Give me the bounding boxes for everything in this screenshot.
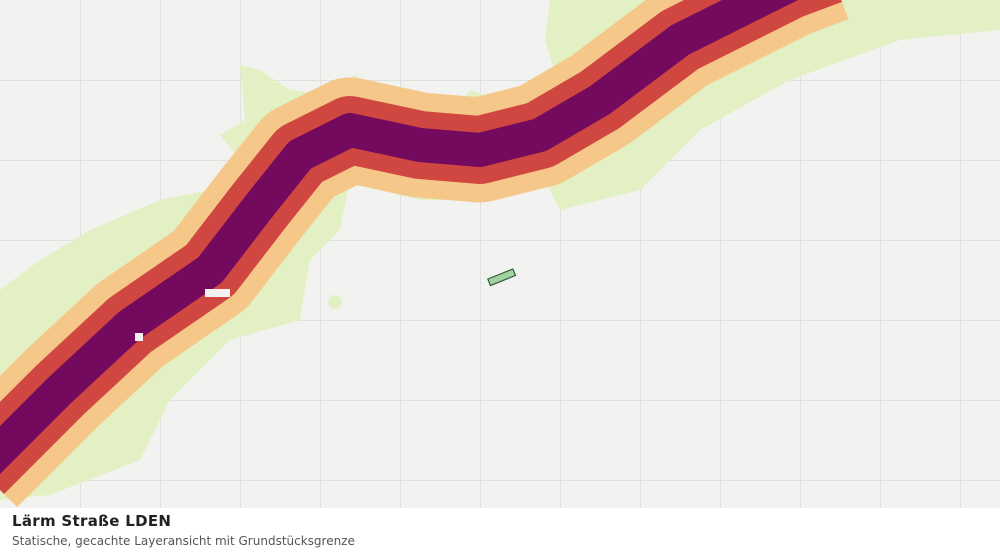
parcel-boundary[interactable] (487, 268, 517, 287)
map (0, 0, 1000, 508)
caption: Lärm Straße LDEN Statische, gecachte Lay… (12, 512, 355, 548)
gap (205, 289, 230, 297)
caption-subtitle: Statische, gecachte Layeransicht mit Gru… (12, 534, 355, 548)
noise-zone-low (0, 0, 1000, 500)
noise-bands (0, 0, 849, 508)
caption-title: Lärm Straße LDEN (12, 512, 172, 530)
gap (135, 333, 143, 341)
